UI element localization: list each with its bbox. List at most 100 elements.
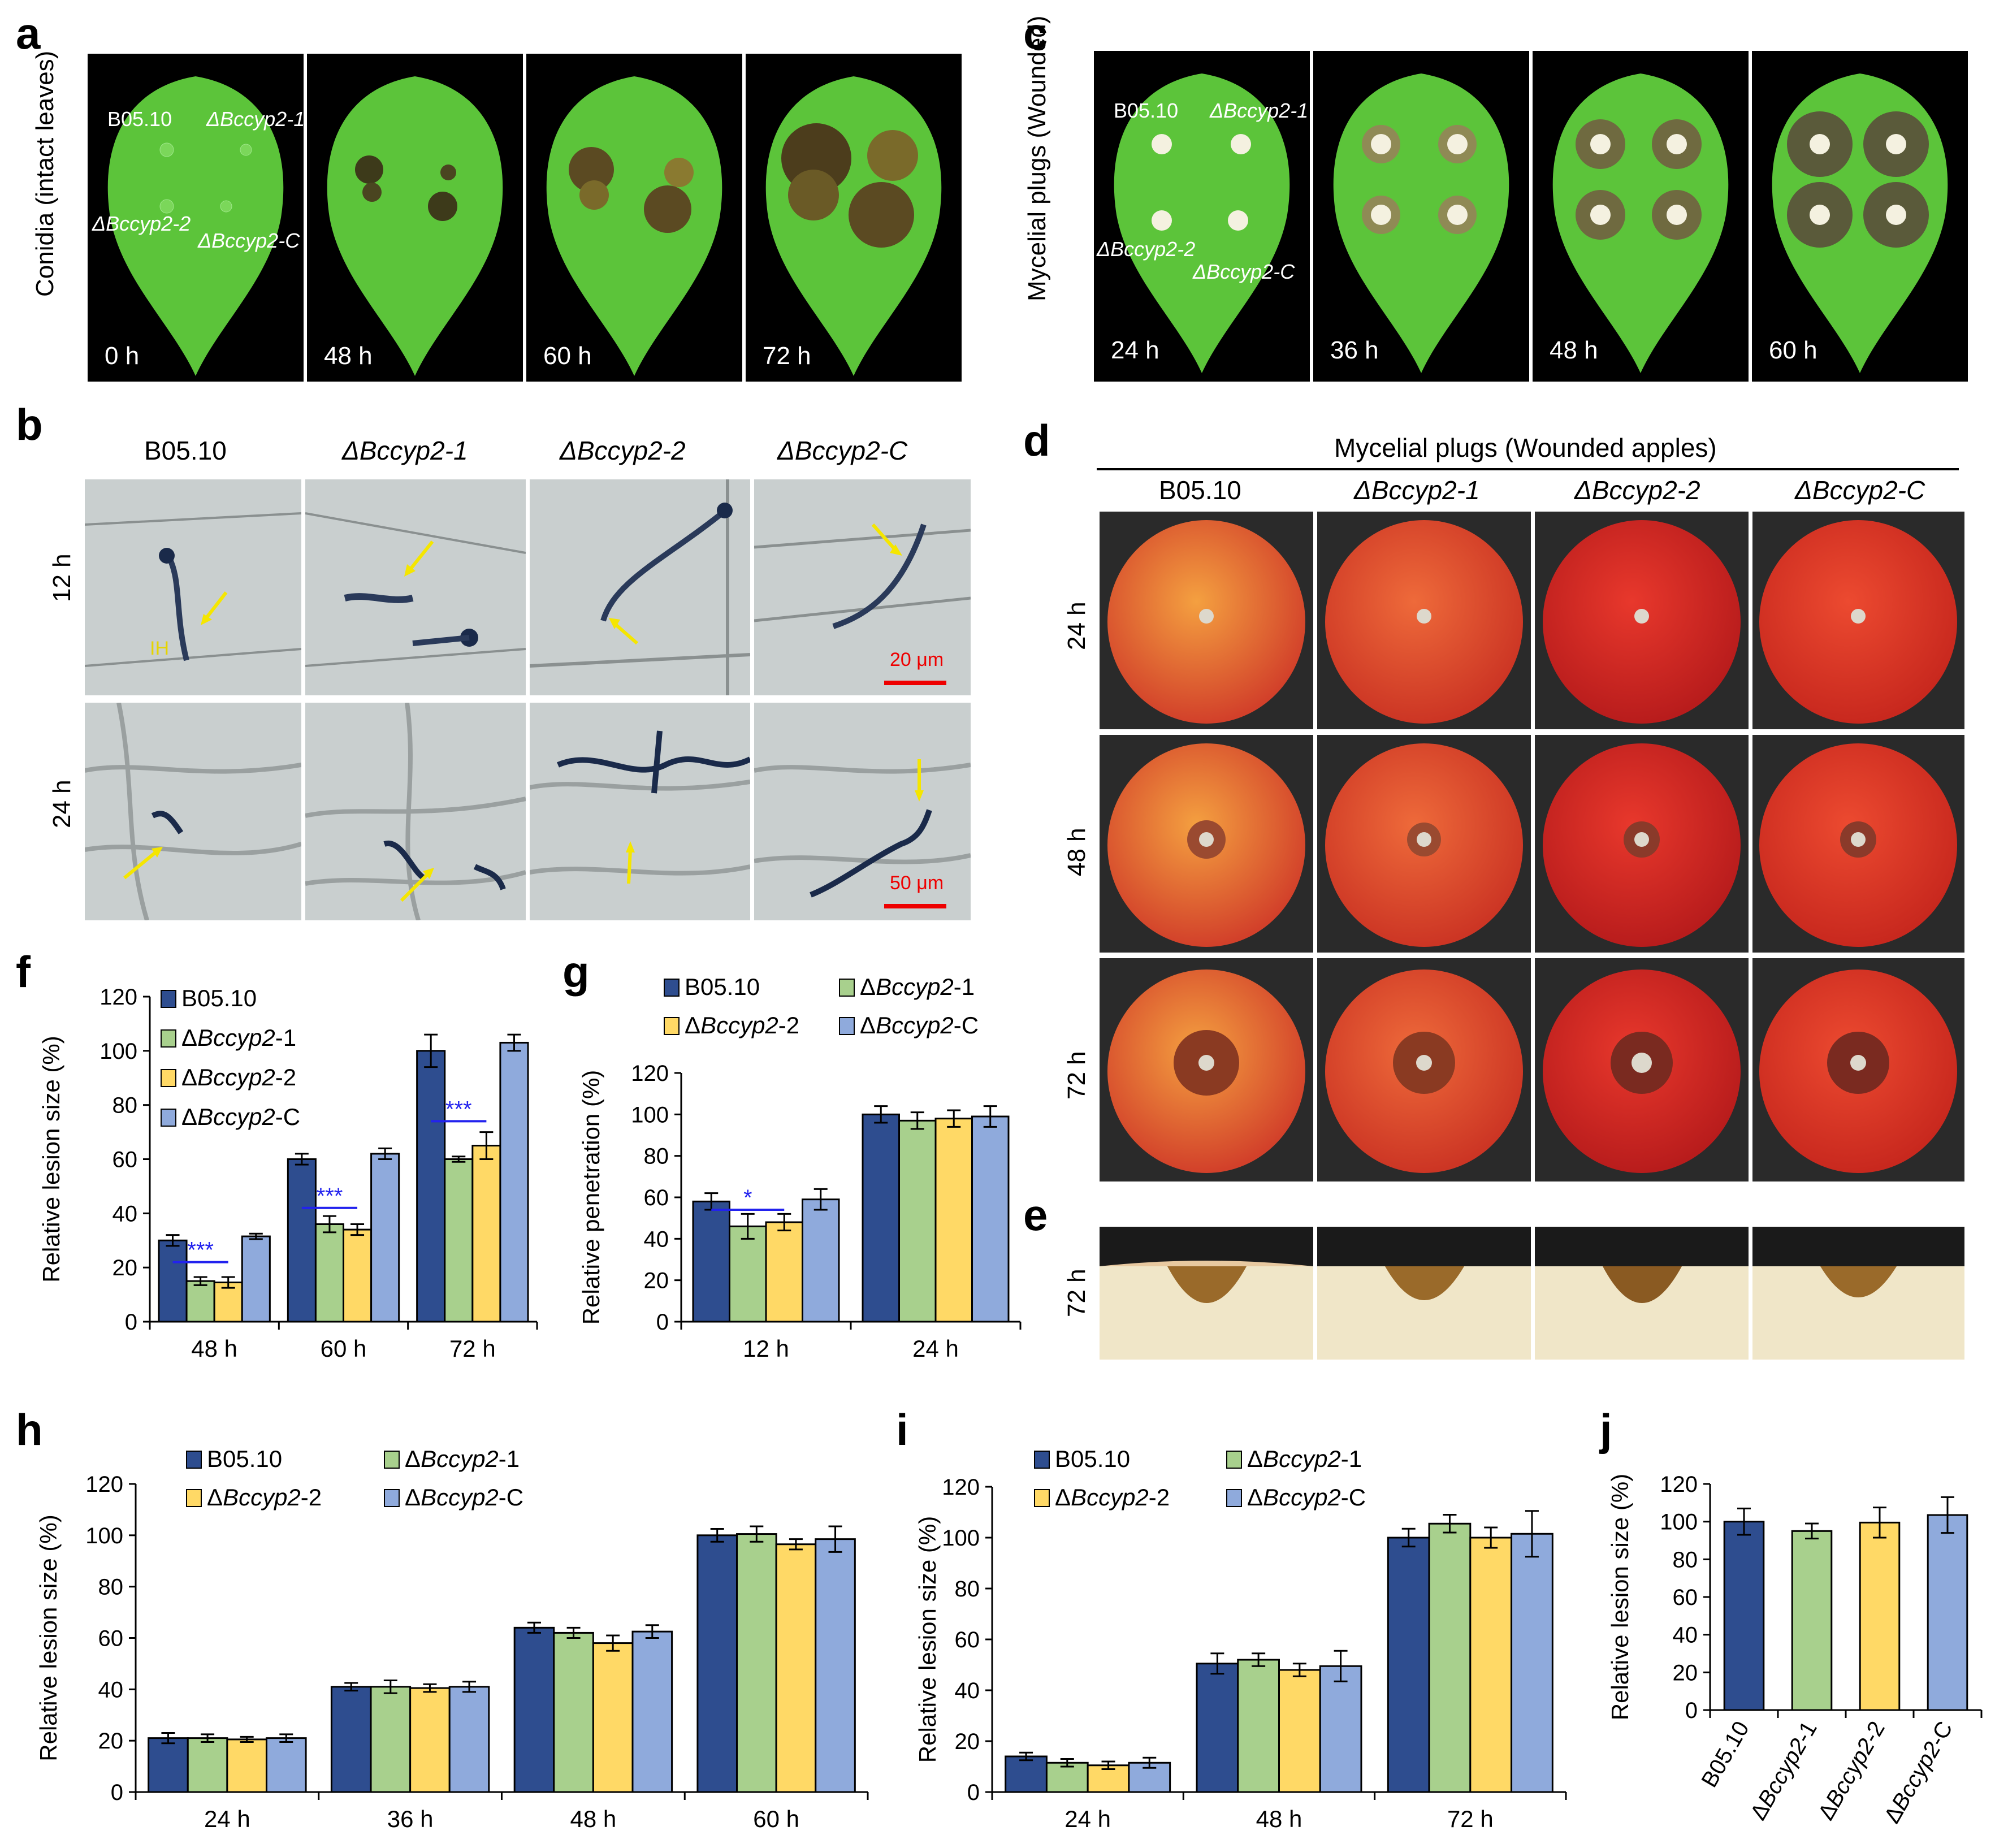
apple-row-24h [1100, 512, 1964, 729]
y-tick-label: 100 [1660, 1510, 1698, 1535]
legend-label: ΔBccyp2-2 [181, 1064, 296, 1090]
leaf-shape [327, 76, 503, 376]
bar [513, 1626, 555, 1793]
apple-sections [1100, 1227, 1964, 1360]
time-label: 48 h [324, 342, 373, 370]
plug-leaf-24h: B05.10 ΔBccyp2-1 ΔBccyp2-2 ΔBccyp2-C 24 … [1094, 51, 1310, 382]
micrograph-24h-ko1 [305, 703, 526, 920]
time-label: 36 h [1330, 336, 1379, 364]
panel-f-label: f [16, 947, 31, 997]
y-tick-label: 0 [656, 1310, 669, 1335]
leaf-photo-0h: B05.10 ΔBccyp2-1 ΔBccyp2-2 ΔBccyp2-C 0 h [88, 54, 304, 382]
leaf-label-comp: ΔBccyp2-C [1193, 260, 1295, 283]
y-tick-label: 120 [1660, 1472, 1698, 1497]
time-label: 0 h [105, 342, 140, 370]
legend-label: ΔBccyp2-1 [1247, 1445, 1362, 1472]
legend-label: B05.10 [207, 1445, 282, 1472]
bar [314, 1223, 344, 1323]
panel-c-label: c [1023, 8, 1048, 58]
legend-label: ΔBccyp2-C [181, 1103, 300, 1130]
leaf-label-ko1: ΔBccyp2-1 [1210, 99, 1309, 122]
legend-label: B05.10 [1055, 1445, 1130, 1472]
leaf-photo-60h: 60 h [526, 54, 742, 382]
bar [862, 1113, 900, 1323]
panel-j-label: j [1600, 1405, 1612, 1455]
x-tick-label: 24 h [204, 1806, 250, 1832]
leaf-shape [765, 76, 942, 376]
x-tick-label: ΔBccyp2-2 [1814, 1717, 1890, 1825]
panel-d-title-rule [1097, 468, 1959, 470]
bar [148, 1737, 189, 1793]
bar [1387, 1537, 1430, 1793]
legend-swatch [1034, 1451, 1050, 1469]
apple-row-48h [1100, 735, 1964, 953]
legend-label: B05.10 [685, 973, 760, 1000]
micrograph-12h-ko1 [305, 479, 526, 695]
x-tick-label: 48 h [570, 1806, 617, 1832]
bar [802, 1198, 840, 1323]
y-tick-label: 40 [955, 1678, 980, 1703]
chart-j: 0 20 40 60 80 100 120 Relative lesion size (%) B… [1607, 1472, 1983, 1828]
leaf-shape [1333, 73, 1509, 373]
time-label: 48 h [1550, 336, 1598, 364]
bar [1469, 1537, 1513, 1793]
plug-leaf-36h: 36 h [1313, 51, 1529, 382]
leaf-shape [107, 76, 284, 376]
time-label: 24 h [1111, 336, 1159, 364]
panel-i-label: i [896, 1405, 908, 1455]
bar [444, 1158, 474, 1323]
leaf-shape [546, 76, 722, 376]
legend-label: ΔBccyp2-C [405, 1484, 523, 1511]
x-tick-label: 24 h [1064, 1806, 1111, 1832]
bar [1045, 1762, 1089, 1793]
leaf-shape [1552, 73, 1729, 373]
y-tick-label: 100 [99, 1039, 137, 1064]
leaf-label-ko2: ΔBccyp2-2 [1097, 237, 1196, 261]
y-axis-label: Relative lesion size (%) [38, 1036, 64, 1283]
y-tick-label: 60 [1673, 1585, 1698, 1610]
y-tick-label: 40 [644, 1227, 669, 1252]
y-tick-label: 100 [631, 1102, 669, 1127]
legend-label: ΔBccyp2-2 [207, 1484, 322, 1511]
y-tick-label: 0 [1685, 1698, 1698, 1723]
panel-d-label: d [1023, 416, 1050, 465]
bar [775, 1543, 817, 1793]
bar [185, 1280, 215, 1323]
bar [592, 1642, 634, 1793]
bar [1791, 1530, 1833, 1711]
time-label: 72 h [763, 342, 811, 370]
bar [448, 1686, 490, 1793]
bar [1196, 1663, 1239, 1793]
micrograph-12h-b0510: IH [85, 479, 301, 695]
legend-label: ΔBccyp2-1 [860, 973, 975, 1000]
x-tick-label: 24 h [912, 1335, 959, 1362]
ih-label: IH [150, 638, 169, 659]
micrograph-24h-comp: 50 μm [754, 703, 971, 920]
bar [241, 1235, 271, 1323]
bar [287, 1158, 317, 1323]
leaf-label-b0510: B05.10 [107, 107, 172, 131]
y-tick-label: 20 [1673, 1660, 1698, 1685]
panel-c-side-label: Mycelial plugs (Wounded) [1023, 15, 1051, 301]
leaf-photo-48h: 48 h [307, 54, 523, 382]
bar [1927, 1514, 1968, 1711]
y-tick-label: 80 [1673, 1547, 1698, 1572]
bar [1278, 1669, 1321, 1793]
y-tick-label: 20 [644, 1269, 669, 1293]
bar [934, 1118, 973, 1323]
y-tick-label: 80 [98, 1575, 124, 1600]
y-tick-label: 80 [644, 1144, 669, 1169]
y-tick-label: 80 [955, 1577, 980, 1602]
apple-grid [1100, 512, 1964, 1181]
x-tick-label: 72 h [449, 1335, 496, 1362]
significance-label: * [743, 1185, 752, 1210]
bar [1511, 1533, 1553, 1793]
legend-swatch [664, 1017, 680, 1035]
col-header-b0510: B05.10 [1159, 475, 1241, 505]
micrograph-12h-comp: 20 μm [754, 479, 971, 695]
col-header-ko1: ΔBccyp2-1 [1354, 475, 1480, 505]
micrograph-24h-b0510 [85, 703, 301, 920]
legend-label: ΔBccyp2-2 [685, 1012, 799, 1038]
y-tick-label: 40 [112, 1201, 138, 1226]
